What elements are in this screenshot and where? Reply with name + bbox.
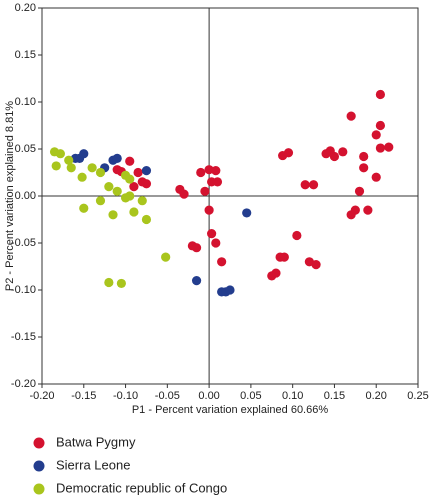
point <box>217 257 227 267</box>
point <box>137 196 147 206</box>
legend-label: Batwa Pygmy <box>56 434 136 449</box>
point <box>207 229 217 239</box>
point <box>95 196 106 206</box>
x-tick-label: -0.15 <box>71 390 96 402</box>
y-tick-label: -0.10 <box>11 284 36 296</box>
point <box>359 163 369 173</box>
point <box>55 149 65 159</box>
x-axis-title: P1 - Percent variation explained 60.66% <box>132 404 329 416</box>
y-tick-label: -0.15 <box>11 331 36 343</box>
point <box>104 277 114 288</box>
point <box>112 153 122 163</box>
point <box>371 130 381 140</box>
point <box>87 163 97 173</box>
point <box>129 207 139 217</box>
x-tick-label: 0.00 <box>198 390 219 402</box>
y-tick-label: 0.05 <box>15 143 36 155</box>
x-tick-label: -0.05 <box>155 390 180 402</box>
point <box>225 285 235 295</box>
point <box>346 210 356 220</box>
point <box>95 167 106 178</box>
x-tick-label: -0.20 <box>29 390 54 402</box>
y-tick-label: 0.20 <box>15 2 36 14</box>
point <box>191 243 202 253</box>
x-tick-label: -0.10 <box>113 390 138 402</box>
y-tick-label: -0.20 <box>11 378 36 390</box>
point <box>77 172 87 182</box>
x-tick-label: 0.05 <box>240 390 261 402</box>
point <box>354 186 365 196</box>
point <box>375 89 385 100</box>
point <box>363 205 373 215</box>
point <box>104 182 114 192</box>
point <box>112 186 122 196</box>
point <box>196 167 206 178</box>
point <box>308 180 319 190</box>
legend-marker <box>33 460 45 472</box>
point <box>329 151 340 162</box>
point <box>211 166 221 176</box>
point <box>242 208 252 218</box>
point <box>51 161 61 171</box>
point <box>338 147 348 157</box>
x-tick-label: 0.15 <box>324 390 345 402</box>
point <box>133 167 143 178</box>
y-axis-title: P2 - Percent variation explained 8.81% <box>4 101 16 291</box>
point <box>161 252 171 262</box>
point <box>141 179 152 189</box>
point <box>384 142 394 152</box>
point <box>66 163 76 173</box>
point <box>200 186 210 196</box>
point <box>141 214 152 225</box>
legend-marker <box>33 483 45 495</box>
point <box>359 151 369 162</box>
point <box>141 166 152 176</box>
y-tick-label: 0.00 <box>15 190 36 202</box>
point <box>64 155 74 165</box>
point <box>129 182 139 192</box>
point <box>300 180 310 190</box>
legend-label: Sierra Leone <box>56 457 130 472</box>
point <box>179 189 189 199</box>
point <box>211 238 221 248</box>
point <box>375 143 385 153</box>
x-tick-label: 0.20 <box>366 390 387 402</box>
point <box>321 149 331 159</box>
point <box>346 111 356 121</box>
point <box>191 276 202 286</box>
point <box>108 210 118 220</box>
point <box>267 271 277 281</box>
point <box>120 193 131 203</box>
y-tick-label: 0.15 <box>15 49 36 61</box>
point <box>292 230 302 241</box>
x-tick-label: 0.25 <box>407 390 428 402</box>
point <box>116 278 126 289</box>
point <box>125 156 135 166</box>
legend-label: Democratic republic of Congo <box>56 480 227 495</box>
point <box>79 203 89 213</box>
point <box>311 260 321 270</box>
point <box>212 177 223 187</box>
point <box>371 172 381 182</box>
point <box>278 150 288 161</box>
point <box>275 252 285 262</box>
x-tick-label: 0.10 <box>282 390 303 402</box>
point <box>204 205 214 215</box>
y-tick-label: -0.05 <box>11 237 36 249</box>
y-tick-label: 0.10 <box>15 96 36 108</box>
point <box>375 120 385 131</box>
point <box>125 174 135 184</box>
legend-marker <box>33 437 45 449</box>
point <box>79 149 89 159</box>
